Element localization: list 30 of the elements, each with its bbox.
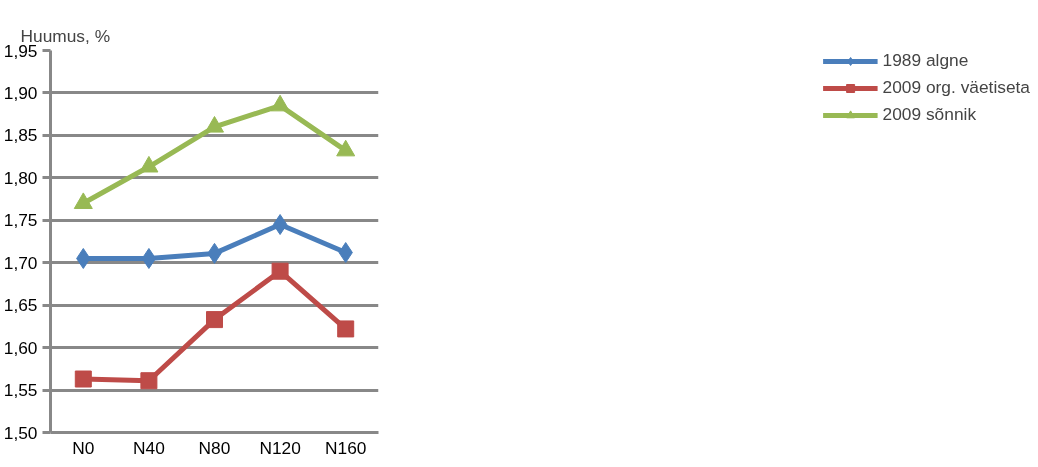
x-tick-label: N0 — [72, 437, 95, 458]
point — [206, 311, 223, 329]
point — [141, 247, 157, 269]
x-tick-label: N120 — [259, 437, 301, 458]
y-tick-label: 1,65 — [3, 295, 38, 316]
legend-label: 1989 algne — [882, 50, 969, 71]
point — [272, 214, 288, 236]
y-tick-label: 1,90 — [3, 82, 38, 103]
y-tick-label: 1,60 — [3, 337, 38, 358]
y-tick-label: 1,75 — [3, 210, 38, 231]
x-tick-label: N40 — [133, 437, 165, 458]
y-axis-title: Huumus, % — [20, 25, 111, 46]
x-tick-label: N160 — [324, 437, 367, 458]
point — [270, 94, 290, 112]
legend-label: 2009 org. väetiseta — [882, 77, 1030, 98]
y-tick-label: 1,50 — [3, 422, 38, 443]
point — [337, 320, 355, 338]
point — [73, 192, 93, 209]
point — [139, 155, 159, 173]
point — [205, 116, 224, 133]
y-tick-label: 1,85 — [3, 125, 38, 146]
y-tick-label: 1,80 — [3, 167, 38, 188]
point — [74, 370, 92, 388]
point — [271, 262, 289, 280]
y-tick-label: 1,55 — [3, 380, 38, 401]
point — [336, 139, 356, 157]
point — [140, 372, 158, 390]
x-tick-label: N80 — [198, 437, 231, 458]
y-tick-label: 1,70 — [3, 252, 38, 273]
legend-label: 2009 sõnnik — [882, 104, 977, 125]
